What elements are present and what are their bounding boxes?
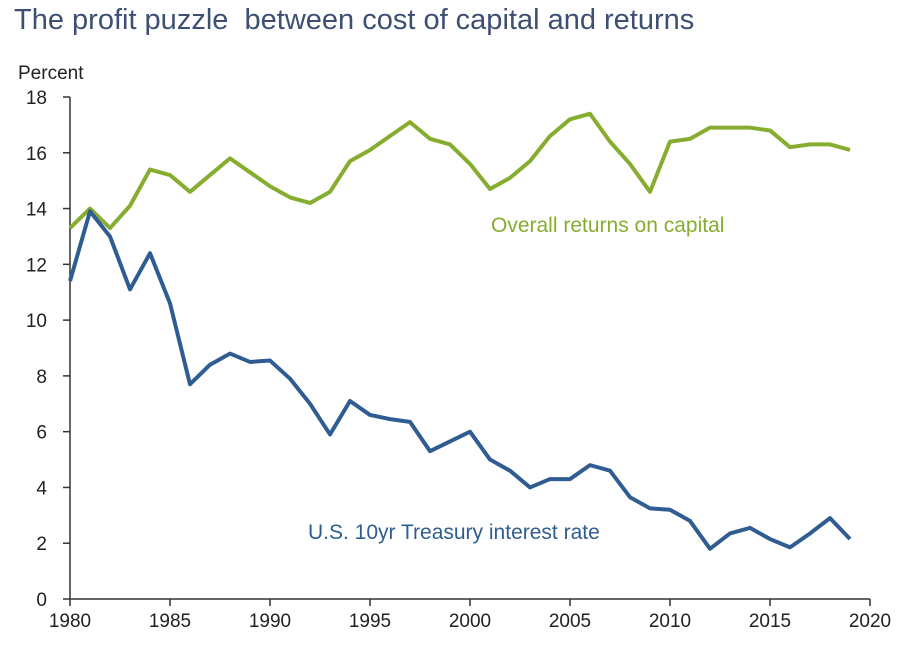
y-tick-label: 10: [26, 311, 47, 332]
y-tick-label: 2: [36, 534, 47, 555]
x-tick-label: 1995: [349, 611, 391, 632]
y-axis-label: Percent: [18, 63, 84, 84]
series-label-returns: Overall returns on capital: [491, 214, 724, 237]
y-tick-label: 18: [26, 88, 47, 109]
series-label-treasury: U.S. 10yr Treasury interest rate: [308, 521, 600, 544]
x-tick-label: 1980: [49, 611, 91, 632]
x-tick-label: 2005: [549, 611, 591, 632]
chart-title: The profit puzzle between cost of capita…: [14, 4, 695, 36]
y-tick-label: 0: [36, 590, 47, 611]
y-tick-label: 12: [26, 255, 47, 276]
x-tick-label: 1990: [249, 611, 291, 632]
y-tick-label: 4: [36, 478, 47, 499]
y-tick-label: 16: [26, 144, 47, 165]
x-tick-label: 1985: [149, 611, 191, 632]
x-tick-label: 2015: [749, 611, 791, 632]
x-tick-label: 2020: [849, 611, 891, 632]
series-line-returns: [68, 111, 851, 231]
y-tick-label: 6: [36, 423, 47, 444]
y-tick-label: 8: [36, 367, 47, 388]
x-tick-label: 2000: [449, 611, 491, 632]
series-line-treasury: [68, 209, 852, 551]
x-tick-label: 2010: [649, 611, 691, 632]
y-tick-label: 14: [26, 200, 48, 221]
